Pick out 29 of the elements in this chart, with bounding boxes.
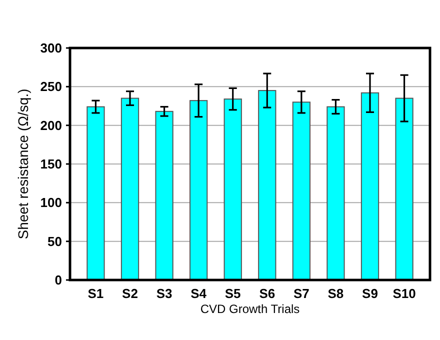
bar	[120, 98, 140, 280]
y-tick-label: 50	[48, 234, 62, 249]
bar	[395, 98, 414, 280]
bar	[155, 110, 174, 280]
y-tick-label: 0	[54, 272, 62, 288]
bar	[190, 100, 208, 280]
y-tick-label: 150	[40, 156, 62, 172]
y-axis-title: Sheet resistance (Ω/sq.)	[15, 88, 31, 240]
bar	[326, 106, 345, 280]
x-tick-label: S10	[392, 286, 416, 301]
bar	[224, 98, 242, 280]
x-tick-label: S6	[259, 286, 276, 301]
x-tick-label: S1	[88, 286, 104, 301]
y-tick-label: 200	[40, 118, 62, 133]
x-tick-label: S4	[190, 286, 208, 301]
bar	[86, 106, 105, 280]
x-tick-label: S5	[224, 286, 241, 301]
x-tick-label: S9	[362, 286, 378, 301]
bar	[292, 102, 310, 280]
bar	[360, 92, 380, 280]
y-tick-label: 100	[40, 195, 62, 210]
bar	[258, 90, 276, 280]
x-tick-label: S2	[122, 286, 138, 301]
x-tick-label: S7	[293, 286, 310, 301]
x-tick-label: S3	[156, 286, 172, 301]
y-tick-label: 300	[40, 40, 62, 56]
x-tick-label: S8	[328, 286, 344, 301]
y-tick-label: 250	[40, 79, 62, 94]
x-axis-title: CVD Growth Trials	[200, 302, 300, 316]
